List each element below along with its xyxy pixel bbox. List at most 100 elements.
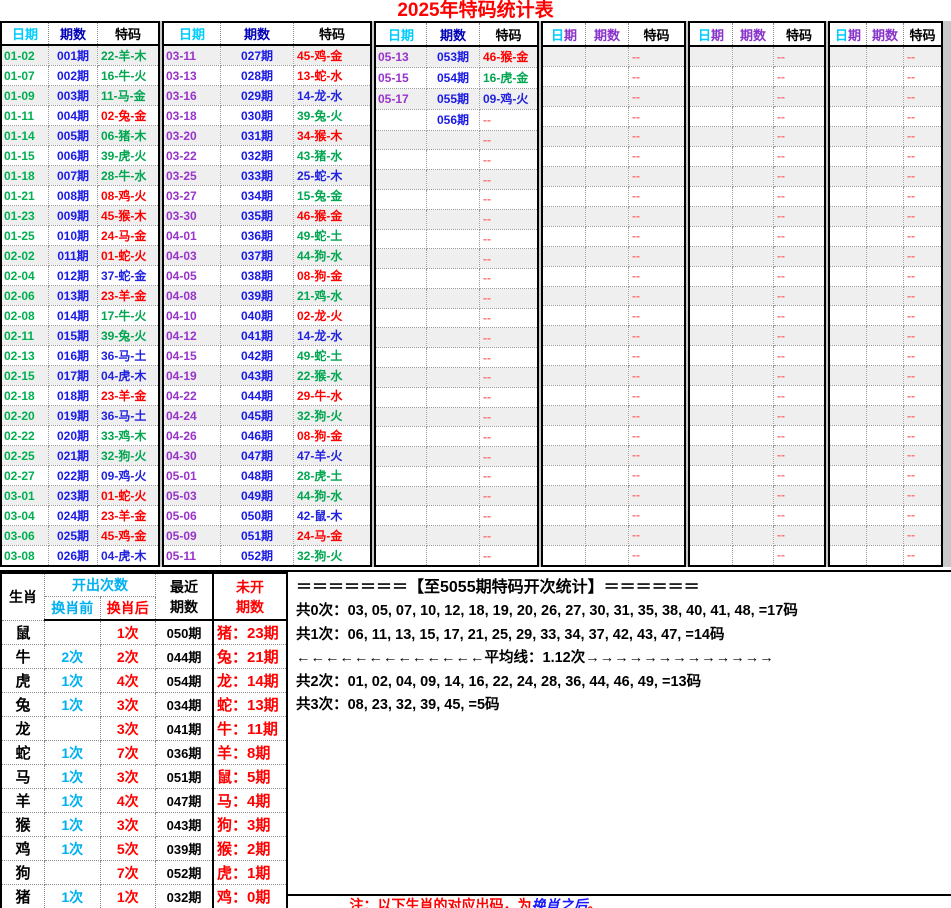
table-row: -- (374, 386, 539, 408)
period-cell (585, 225, 629, 247)
table-row: -- (374, 248, 539, 270)
table-row: 03-25 033期 25-蛇-木 (162, 165, 372, 186)
table-row: -- (688, 66, 826, 88)
code-cell: 29-牛-水 (293, 385, 372, 406)
missing-header: 未开 期数 (212, 572, 288, 621)
code-cell: -- (479, 188, 539, 210)
date-cell (688, 425, 733, 446)
date-cell (688, 106, 733, 127)
date-cell (374, 228, 427, 250)
period-cell (732, 305, 774, 327)
code-cell: -- (628, 86, 686, 108)
period-cell (585, 385, 629, 407)
code-cell: -- (903, 345, 943, 367)
period-cell (866, 305, 904, 327)
table-row: -- (828, 425, 943, 446)
period-cell (426, 485, 480, 507)
period-cell: 018期 (48, 385, 98, 406)
table-row: 05-09 051期 24-马-金 (162, 525, 372, 546)
date-cell (828, 126, 867, 147)
period-cell (585, 504, 629, 526)
code-cell: -- (479, 485, 539, 507)
code-cell: -- (903, 245, 943, 267)
table-row: -- (374, 188, 539, 210)
date-cell (374, 268, 427, 289)
date-cell (541, 325, 586, 347)
table-row: 05-06 050期 42-鼠-木 (162, 505, 372, 526)
table-row: 03-13 028期 13-蛇-水 (162, 65, 372, 86)
date-cell (828, 524, 867, 546)
table-row: 01-21 008期 08-鸡-火 (0, 185, 160, 206)
after-count-cell: 1次 (99, 619, 156, 645)
code-cell: -- (773, 405, 826, 427)
code-cell: -- (903, 464, 943, 486)
code-cell: 09-鸡-火 (97, 465, 160, 486)
table-row: -- (828, 145, 943, 167)
period-cell: 039期 (220, 285, 294, 306)
missing-period-cell: 鼠：5期 (212, 764, 288, 789)
code-cell: -- (479, 505, 539, 527)
before-count-cell (44, 716, 101, 741)
period-cell (585, 445, 629, 466)
code-cell: -- (628, 445, 686, 466)
period-cell (585, 365, 629, 387)
date-cell: 01-18 (0, 165, 49, 186)
stats-row: 龙 3次 041期 牛：11期 (0, 716, 288, 741)
period-cell: 050期 (220, 505, 294, 526)
stats-row: 羊 1次 4次 047期 马：4期 (0, 788, 288, 813)
table-row: 03-18 030期 39-兔-火 (162, 105, 372, 126)
code-cell: -- (903, 205, 943, 227)
code-cell: -- (479, 108, 539, 131)
period-cell (866, 544, 904, 567)
date-cell: 03-16 (162, 85, 221, 106)
date-cell: 03-13 (162, 65, 221, 86)
code-cell: 45-鸡-金 (293, 44, 372, 66)
missing-period-cell: 鸡：0期 (212, 884, 288, 908)
stats-header-row: 生肖 开出次数 最近 期数 未开 期数 (0, 572, 288, 621)
date-cell: 04-19 (162, 365, 221, 386)
code-cell: -- (479, 327, 539, 349)
code-cell: -- (773, 524, 826, 546)
table-row: -- (688, 245, 826, 267)
period-cell (585, 524, 629, 546)
date-cell (828, 365, 867, 387)
code-cell: -- (773, 45, 826, 68)
date-cell (688, 365, 733, 387)
missing-period-cell: 兔：21期 (212, 644, 288, 669)
missing-period-cell: 牛：11期 (212, 716, 288, 741)
code-cell: 44-狗-水 (293, 245, 372, 266)
date-cell: 01-09 (0, 85, 49, 106)
table-row: 02-15 017期 04-虎-木 (0, 365, 160, 386)
period-cell (866, 145, 904, 167)
header-row: 日期 期数 特码 (541, 21, 686, 48)
code-cell: 39-兔-火 (97, 325, 160, 346)
table-row: -- (374, 208, 539, 230)
period-header: 期数 (48, 21, 98, 46)
table-row: 05-15 054期 16-虎-金 (374, 66, 539, 89)
date-cell (374, 108, 427, 131)
code-cell: -- (628, 484, 686, 506)
period-cell (732, 405, 774, 427)
date-cell (541, 45, 586, 68)
code-cell: -- (903, 126, 943, 147)
code-cell: -- (903, 86, 943, 108)
date-cell: 03-27 (162, 185, 221, 206)
zodiac-cell: 羊 (0, 788, 45, 813)
date-cell: 01-25 (0, 225, 49, 246)
table-row: -- (688, 45, 826, 68)
code-cell: -- (628, 405, 686, 427)
period-cell (426, 248, 480, 270)
after-count-cell: 3次 (99, 716, 156, 741)
period-cell (585, 45, 629, 68)
code-cell: -- (628, 126, 686, 147)
period-cell: 054期 (426, 66, 480, 89)
period-cell (732, 45, 774, 68)
period-cell (732, 106, 774, 127)
table-row: -- (541, 265, 686, 287)
after-count-cell: 7次 (99, 860, 156, 885)
table-row: 04-03 037期 44-狗-水 (162, 245, 372, 266)
date-cell (828, 425, 867, 446)
date-cell (541, 524, 586, 546)
table-row: 03-16 029期 14-龙-水 (162, 85, 372, 106)
